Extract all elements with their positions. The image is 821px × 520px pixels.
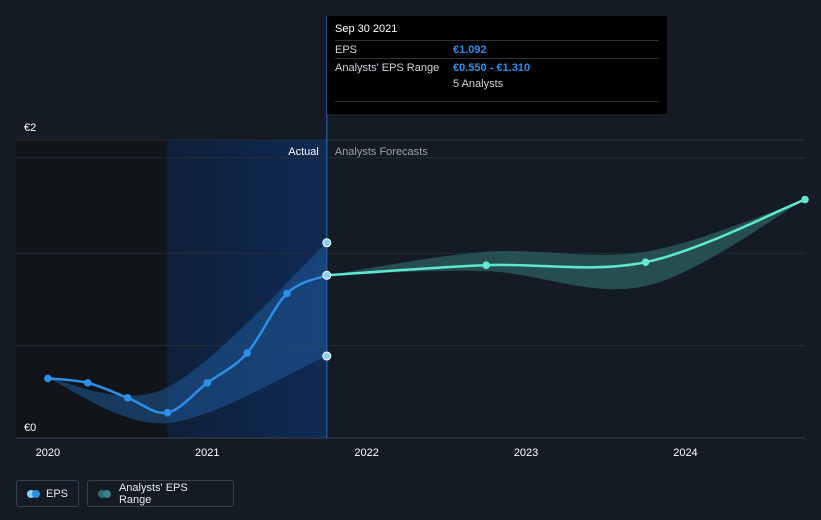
tooltip-row-eps: EPS €1.092 [335, 40, 659, 58]
eps-line [47, 274, 328, 415]
legend-swatch-range-icon [98, 489, 112, 498]
legend-label-eps: EPS [45, 487, 68, 500]
x-tick-label-2022: 2022 [354, 447, 378, 459]
actual-region-label: Actual [288, 146, 319, 158]
forecast-point-0 [482, 261, 491, 269]
tooltip-analysts-count: 5 Analysts [453, 78, 504, 90]
legend-item-analysts-range[interactable]: Analysts' EPS Range [87, 480, 234, 507]
range-marker-high [322, 238, 332, 248]
tooltip-eps-value: €1.092 [453, 43, 487, 56]
range-marker-low [322, 351, 332, 361]
x-tick-label-2024: 2024 [673, 447, 697, 459]
tooltip: Sep 30 2021 EPS €1.092 Analysts' EPS Ran… [327, 16, 667, 114]
x-tick-label-2021: 2021 [195, 447, 219, 459]
x-tick-label-2023: 2023 [514, 447, 538, 459]
tooltip-range-value: €0.550 - €1.310 [453, 61, 531, 74]
legend-item-eps[interactable]: EPS [16, 480, 79, 507]
legend-swatch-eps-icon [27, 489, 40, 498]
tooltip-title: Sep 30 2021 [335, 23, 398, 35]
x-tick-label-2020: 2020 [36, 447, 60, 459]
eps-point-6 [283, 289, 291, 298]
tooltip-eps-label: EPS [335, 43, 358, 56]
eps-point-3 [163, 408, 172, 417]
tooltip-divider [335, 101, 659, 102]
past-region-shade [16, 140, 168, 438]
legend-label-analysts-range: Analysts' EPS Range [118, 481, 188, 506]
tooltip-row-range: Analysts' EPS Range €0.550 - €1.310 [335, 58, 659, 76]
forecast-point-2 [801, 195, 809, 204]
eps-point-0 [44, 374, 52, 383]
forecast-region-label: Analysts Forecasts [335, 146, 428, 158]
eps-point-5 [243, 349, 251, 357]
eps-point-4 [203, 379, 212, 387]
eps-point-2 [123, 393, 132, 402]
eps-point-1 [83, 379, 92, 387]
eps-range-band [47, 242, 327, 424]
forecast-point-1 [641, 258, 650, 266]
analysts-range-band [326, 199, 805, 290]
y-tick-label-1: €2 [24, 122, 36, 134]
forecast-line [326, 198, 806, 277]
tooltip-range-label: Analysts' EPS Range [335, 61, 440, 74]
eps-point-7 [322, 270, 332, 280]
y-tick-label-0: €0 [24, 422, 36, 434]
